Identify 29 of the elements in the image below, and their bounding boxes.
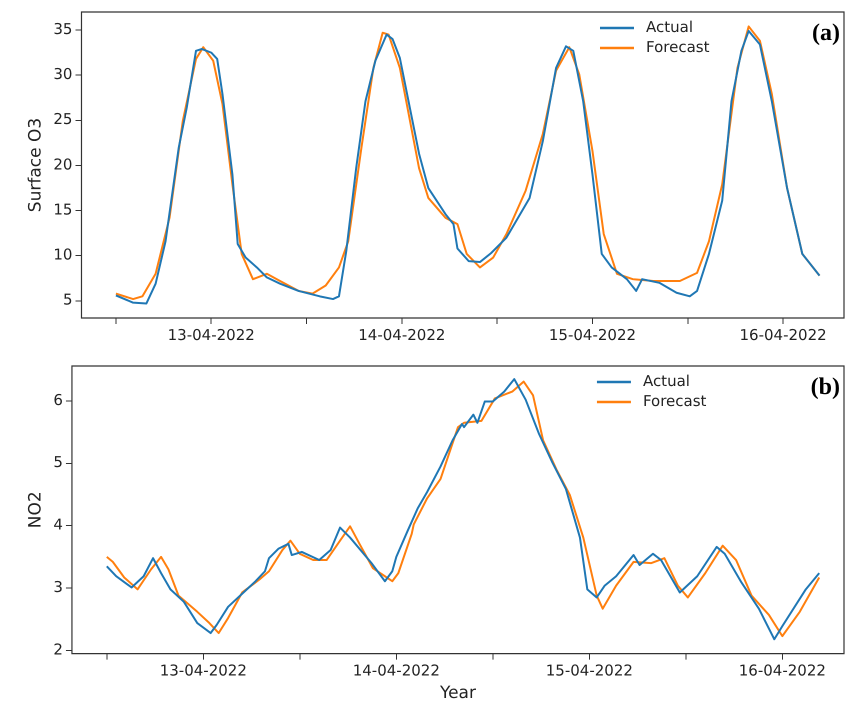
y-axis-title: Surface O3 xyxy=(26,118,46,212)
x-tick-label: 15-04-2022 xyxy=(548,326,636,344)
legend-label: Actual xyxy=(642,372,690,390)
x-tick-label: 14-04-2022 xyxy=(358,326,446,344)
y-tick-label: 35 xyxy=(53,20,72,38)
x-tick-label: 16-04-2022 xyxy=(738,661,826,680)
x-tick-label: 13-04-2022 xyxy=(160,661,247,680)
x-axis-title: Year xyxy=(438,683,476,704)
annotation: (a) xyxy=(812,20,840,46)
y-tick-label: 5 xyxy=(53,453,63,472)
annotation: (b) xyxy=(810,374,840,400)
y-axis-title: NO2 xyxy=(26,491,46,528)
legend-label: Forecast xyxy=(642,392,707,410)
y-tick-label: 4 xyxy=(53,516,63,534)
x-tick-label: 16-04-2022 xyxy=(740,326,827,344)
y-tick-label: 20 xyxy=(53,155,72,174)
y-tick-label: 3 xyxy=(53,578,63,596)
y-tick-label: 5 xyxy=(62,290,72,309)
x-tick-label: 14-04-2022 xyxy=(352,661,440,680)
y-tick-label: 10 xyxy=(53,246,72,264)
y-tick-label: 6 xyxy=(53,390,63,409)
x-tick-label: 15-04-2022 xyxy=(546,661,633,680)
y-tick-label: 30 xyxy=(53,65,72,84)
y-tick-label: 25 xyxy=(53,110,72,128)
legend-label: Forecast xyxy=(646,38,710,56)
x-tick-label: 13-04-2022 xyxy=(168,326,255,344)
y-tick-label: 2 xyxy=(53,640,63,658)
legend-label: Actual xyxy=(646,18,693,36)
y-tick-label: 15 xyxy=(53,200,72,218)
